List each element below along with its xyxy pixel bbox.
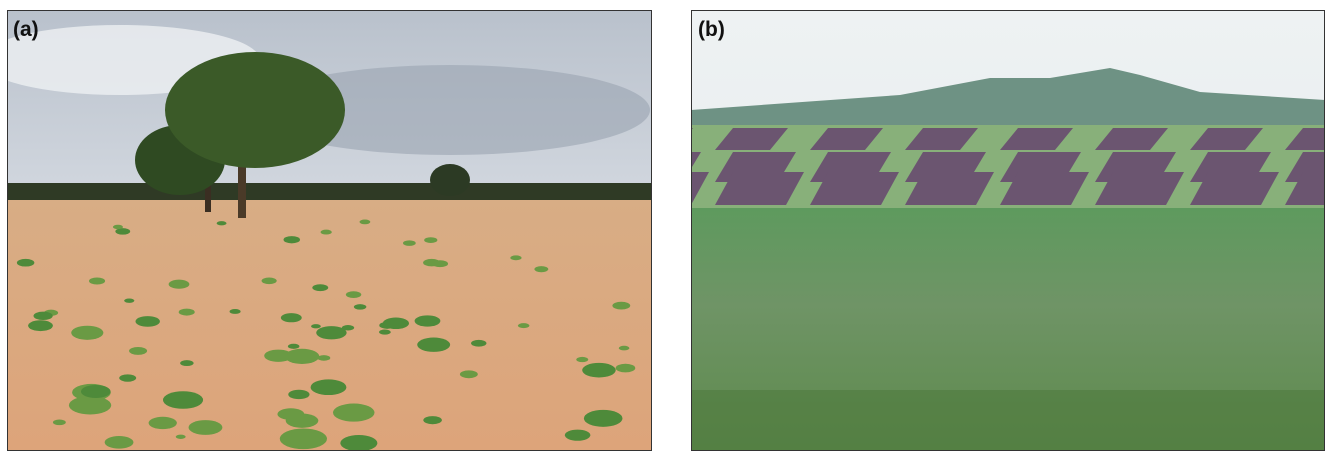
grass-tuft — [135, 316, 159, 327]
grass-tuft — [383, 318, 409, 329]
grass-tuft — [81, 385, 111, 398]
grass-tuft — [424, 237, 437, 243]
grass-tuft — [89, 277, 105, 284]
grass-tuft — [346, 291, 361, 298]
grass-tuft — [417, 338, 450, 352]
grass-tuft — [189, 420, 223, 435]
grass-tuft — [286, 414, 319, 428]
grass-tuft — [359, 220, 370, 225]
grass-tuft — [229, 309, 240, 314]
grass-tuft — [285, 349, 320, 364]
grass-tuft — [311, 379, 347, 395]
grass-tuft — [176, 435, 186, 439]
panel-label: (a) — [13, 18, 39, 41]
grass-tuft — [179, 309, 195, 316]
grass-tuft — [471, 340, 486, 347]
grass-tuft — [312, 284, 328, 291]
grass-tuft — [129, 347, 147, 355]
sand — [7, 200, 652, 451]
grass-tuft — [105, 436, 134, 449]
grass-tuft — [582, 363, 616, 378]
grass-tuft — [354, 304, 367, 309]
grass-tuft — [518, 323, 530, 328]
grass-tuft — [619, 346, 630, 351]
grass-tuft — [115, 228, 130, 234]
grass-tuft — [288, 390, 309, 399]
grass-tuft — [149, 417, 177, 429]
grass-tuft — [180, 360, 193, 366]
grass-tuft — [423, 416, 442, 424]
grass-tuft — [316, 326, 346, 339]
grass-tuft — [288, 344, 300, 349]
grass-tuft — [403, 240, 416, 246]
grass-tuft — [612, 302, 630, 310]
grass-tuft — [616, 364, 636, 373]
photo-b: (b) — [620, 10, 1325, 451]
photo-a: (a) — [0, 10, 652, 451]
grass-tuft — [311, 324, 321, 328]
grass-tuft — [576, 357, 588, 362]
grass-tuft — [71, 326, 103, 340]
grass-tuft — [17, 259, 34, 267]
grass-tuft — [321, 230, 332, 235]
grass-tuft — [460, 370, 478, 378]
grass-tuft — [317, 355, 330, 361]
grass-tuft — [217, 221, 227, 225]
grass-tuft — [53, 420, 66, 426]
grass-tuft — [584, 410, 623, 427]
canopy — [165, 52, 345, 168]
foreground-grass — [691, 390, 1325, 451]
grass-tuft — [423, 259, 440, 266]
grass-tuft — [281, 313, 302, 322]
grass-tuft — [534, 266, 548, 272]
grass-tuft — [169, 280, 190, 289]
grass-tuft — [262, 277, 277, 284]
grass-tuft — [28, 320, 53, 331]
grass-tuft — [379, 330, 391, 335]
grass-tuft — [124, 298, 134, 302]
grass-tuft — [340, 435, 377, 451]
grass-tuft — [565, 430, 591, 441]
grass-tuft — [119, 374, 136, 381]
canopy — [430, 164, 470, 196]
grass-tuft — [510, 255, 521, 260]
grass-tuft — [280, 428, 327, 449]
panel-label: (b) — [698, 18, 725, 41]
grass-tuft — [284, 236, 300, 243]
grass-tuft — [415, 315, 441, 326]
grass-tuft — [163, 391, 203, 409]
grass-tuft — [34, 312, 53, 320]
figure: (a) (b) — [0, 0, 1325, 451]
grass-tuft — [113, 225, 123, 229]
grass-tuft — [333, 404, 374, 422]
